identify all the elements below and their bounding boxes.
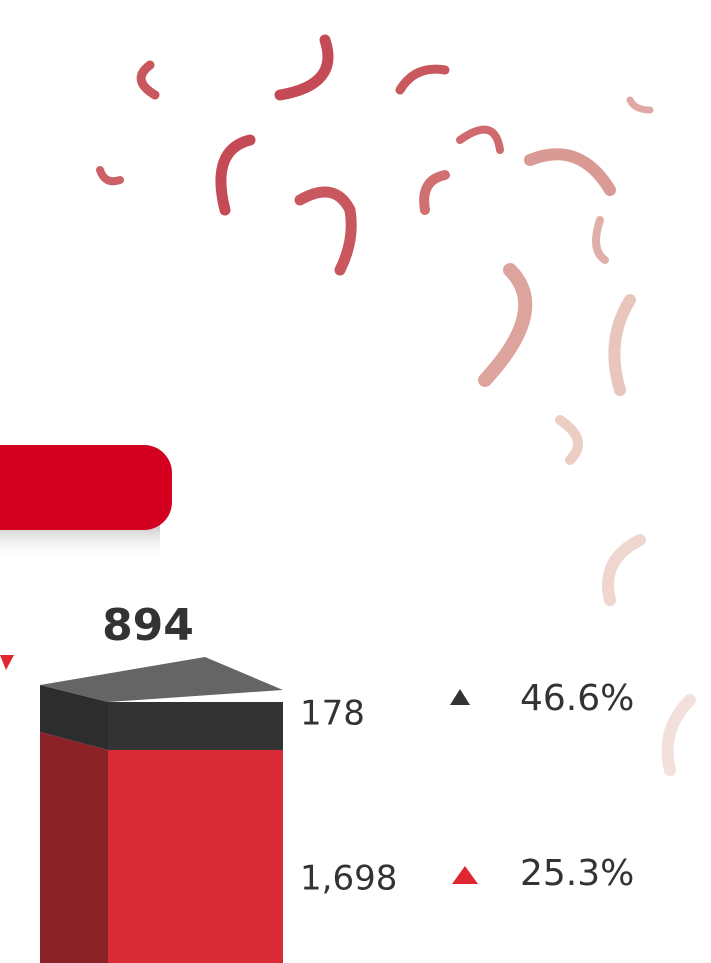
up-arrow xyxy=(450,689,470,705)
row-change: 25.3% xyxy=(520,853,634,894)
up-arrow xyxy=(452,866,478,884)
banner xyxy=(0,445,172,530)
bar-top xyxy=(40,657,283,702)
row-value: 178 xyxy=(300,694,365,734)
bar-front xyxy=(108,750,283,963)
bar-total: 894 xyxy=(102,600,194,651)
bar-side-cap xyxy=(40,685,108,750)
row-value: 1,698 xyxy=(300,859,397,899)
bar-cap xyxy=(108,702,283,750)
decoration xyxy=(96,34,696,776)
row-change: 46.6% xyxy=(520,678,634,719)
arrow-marker xyxy=(0,655,14,670)
bar-side xyxy=(40,732,108,963)
